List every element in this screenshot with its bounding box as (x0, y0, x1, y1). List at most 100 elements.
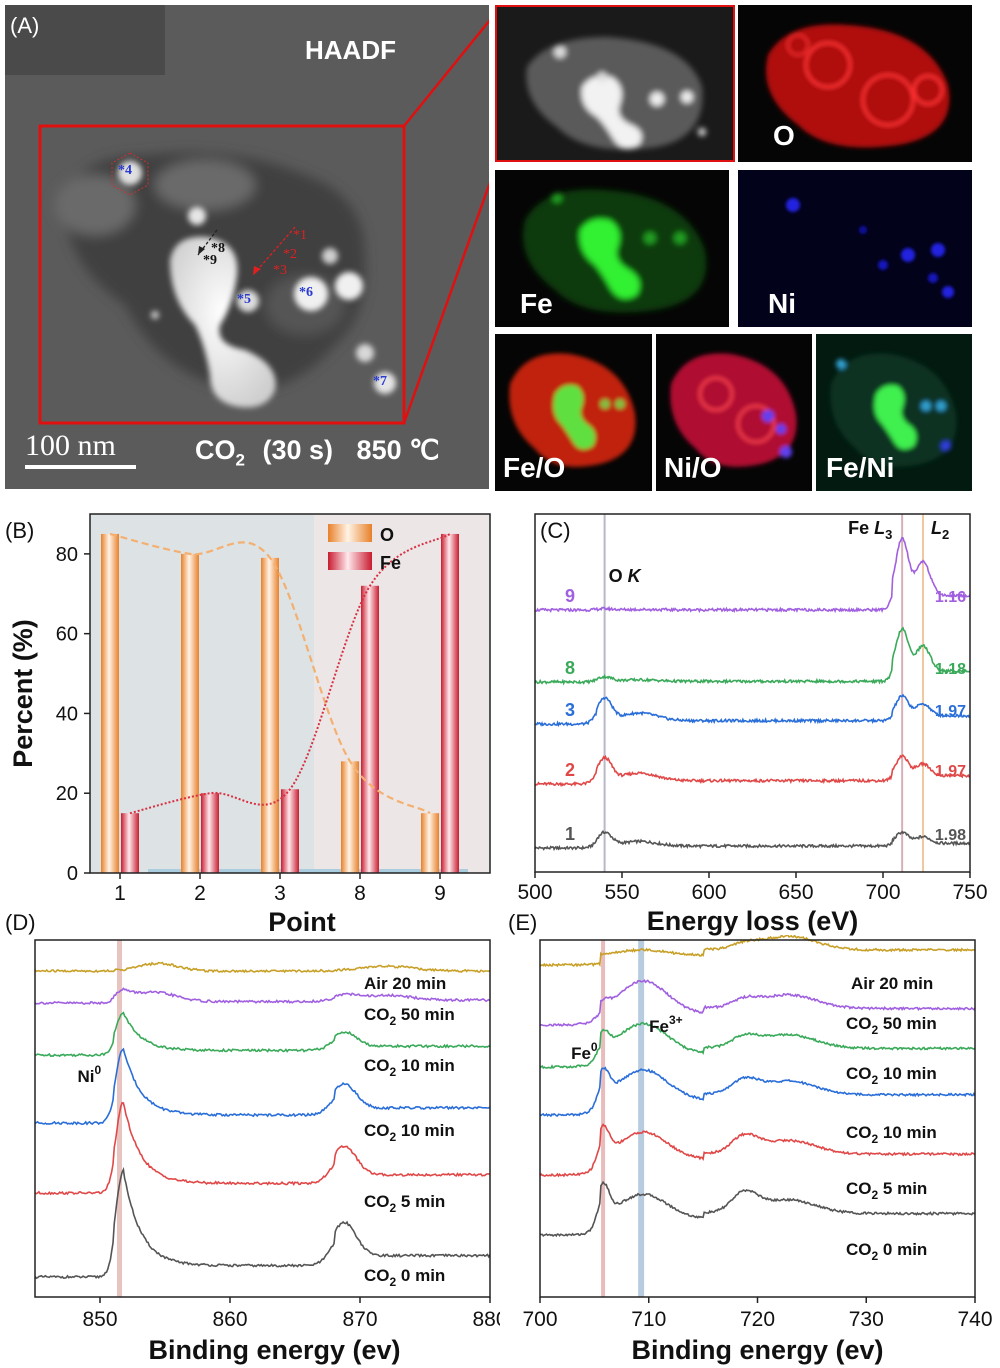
x-tick-label: 550 (604, 881, 639, 904)
map-o-label: O (773, 120, 795, 151)
x-tick-label: 740 (957, 1308, 992, 1331)
y-axis-label: Percent (%) (8, 619, 38, 768)
series-label-sub: 2 (390, 1014, 397, 1028)
series-label-rest: 0 min (396, 1266, 445, 1285)
condition-gas: CO (195, 435, 236, 465)
y-tick-label: 0 (67, 863, 78, 885)
xps-fe-series-label: CO2 50 min (846, 1014, 937, 1037)
peak-band-ni0 (117, 940, 122, 1297)
bar-fe (361, 585, 379, 873)
x-tick-label: 710 (631, 1308, 666, 1331)
edge-label-l2-letter: L (931, 518, 942, 538)
series-label-main: Air (851, 974, 875, 993)
xps-ni-curve (35, 1011, 491, 1058)
panel-label-b: (B) (5, 518, 35, 543)
condition-temp: 850 ℃ (356, 435, 440, 465)
map-ni-label: Ni (768, 288, 796, 319)
point-7: *7 (373, 374, 387, 389)
trend-o (109, 532, 431, 815)
legend-swatch-o (328, 524, 372, 542)
y-tick-label: 80 (56, 544, 78, 566)
bar-o (181, 553, 199, 873)
condition-gas-sub: 2 (235, 450, 245, 470)
point-9: *9 (203, 253, 217, 268)
spectrum-1 (534, 829, 971, 852)
plot-frame (89, 513, 491, 874)
map-fe-label: Fe (520, 288, 553, 319)
condition-label: CO2 (30 s) 850 ℃ (195, 435, 439, 470)
edge-label-l2: L2 (931, 518, 949, 542)
peak-label-fe: Fe (649, 1017, 669, 1036)
series-label-main: CO (364, 1056, 390, 1075)
xps-ni-series-label: CO2 5 min (364, 1192, 445, 1215)
xps-ni-curve (34, 987, 491, 1006)
spectrum-8 (534, 626, 971, 686)
x-tick-label: 600 (691, 881, 726, 904)
xps-ni-series-label: CO2 50 min (364, 1005, 455, 1028)
point-2: *2 (283, 247, 297, 262)
map-fe-o-label: Fe/O (503, 452, 566, 483)
legend-label-fe: Fe (380, 553, 401, 573)
x-tick-label: 2 (194, 882, 206, 905)
trend-fe (129, 533, 451, 815)
x-axis-label: Point (268, 907, 336, 937)
point-1: *1 (293, 228, 307, 243)
point-5: *5 (237, 292, 251, 307)
series-label-rest: 5 min (878, 1179, 927, 1198)
edge-label-o: O (609, 566, 628, 586)
bar-o (341, 761, 359, 873)
series-label-main: CO (364, 1192, 390, 1211)
series-label-main: Air (364, 974, 388, 993)
chart-b: 0 20 40 60 80 1 2 3 8 9 Point Percent (%) O Fe (8, 513, 491, 937)
point-8: *8 (211, 241, 225, 256)
x-tick-label: 700 (522, 1308, 557, 1331)
legend-swatch-fe (328, 552, 372, 570)
bar-fe (121, 813, 139, 873)
series-label-rest: 50 min (878, 1014, 937, 1033)
series-label-sub: 2 (872, 1249, 879, 1263)
peak-label-ni: Ni (78, 1067, 95, 1086)
ratio-label-1: 1.98 (935, 827, 966, 844)
bar-fe (441, 533, 459, 873)
edge-label-l2-sub: 2 (942, 527, 949, 542)
xps-fe-series-label: CO2 0 min (846, 1240, 927, 1263)
peak-band-fe3 (638, 940, 645, 1297)
point-6: *6 (299, 285, 313, 300)
series-label-rest: 10 min (396, 1056, 455, 1075)
map-ni: Ni (738, 170, 972, 327)
series-label-sub: 2 (872, 1188, 879, 1202)
xps-fe-series-label: CO2 5 min (846, 1179, 927, 1202)
map-ni-o: Ni/O (656, 334, 812, 491)
series-label-main: CO (846, 1240, 872, 1259)
x-tick-label: 650 (778, 881, 813, 904)
panel-label-a: (A) (10, 13, 40, 38)
haadf-label: HAADF (305, 35, 396, 65)
bar-fe (281, 789, 299, 873)
chart-c: 1 1.98 2 1.97 3 1.97 8 1.18 9 1.16 500 550 600 650 700… (517, 513, 988, 936)
xps-fe-curve (539, 1180, 976, 1238)
x-tick-label: 9 (434, 882, 446, 905)
xps-fe-series-label: Air 20 min (851, 974, 933, 993)
series-label-main: CO (846, 1064, 872, 1083)
series-label-rest: 10 min (878, 1123, 937, 1142)
x-tick-label: 880 (472, 1308, 500, 1331)
bar-o (261, 557, 279, 873)
spectrum-label-9: 9 (565, 586, 575, 606)
xps-fe-series-label: CO2 10 min (846, 1123, 937, 1146)
map-fe-o: Fe/O (495, 334, 652, 491)
y-tick-label: 20 (56, 783, 78, 805)
series-label-main: CO (364, 1266, 390, 1285)
series-label-rest: 10 min (396, 1121, 455, 1140)
x-axis-label: Binding energy (ev) (631, 1335, 883, 1365)
series-label-sub: 2 (872, 1023, 879, 1037)
series-label-main: CO (846, 1179, 872, 1198)
xps-fe-series-label: CO2 10 min (846, 1064, 937, 1087)
y-tick-label: 60 (56, 624, 78, 646)
haadf-image: (A) HAADF 100 nm CO2 (30 s) 850 ℃ *4 *8 … (5, 5, 489, 489)
x-tick-label: 730 (849, 1308, 884, 1331)
series-label-rest: 50 min (396, 1005, 455, 1024)
series-label-sub: 2 (872, 1073, 879, 1087)
series-label-main: CO (364, 1121, 390, 1140)
x-axis-label: Binding energy (ev) (148, 1335, 400, 1365)
